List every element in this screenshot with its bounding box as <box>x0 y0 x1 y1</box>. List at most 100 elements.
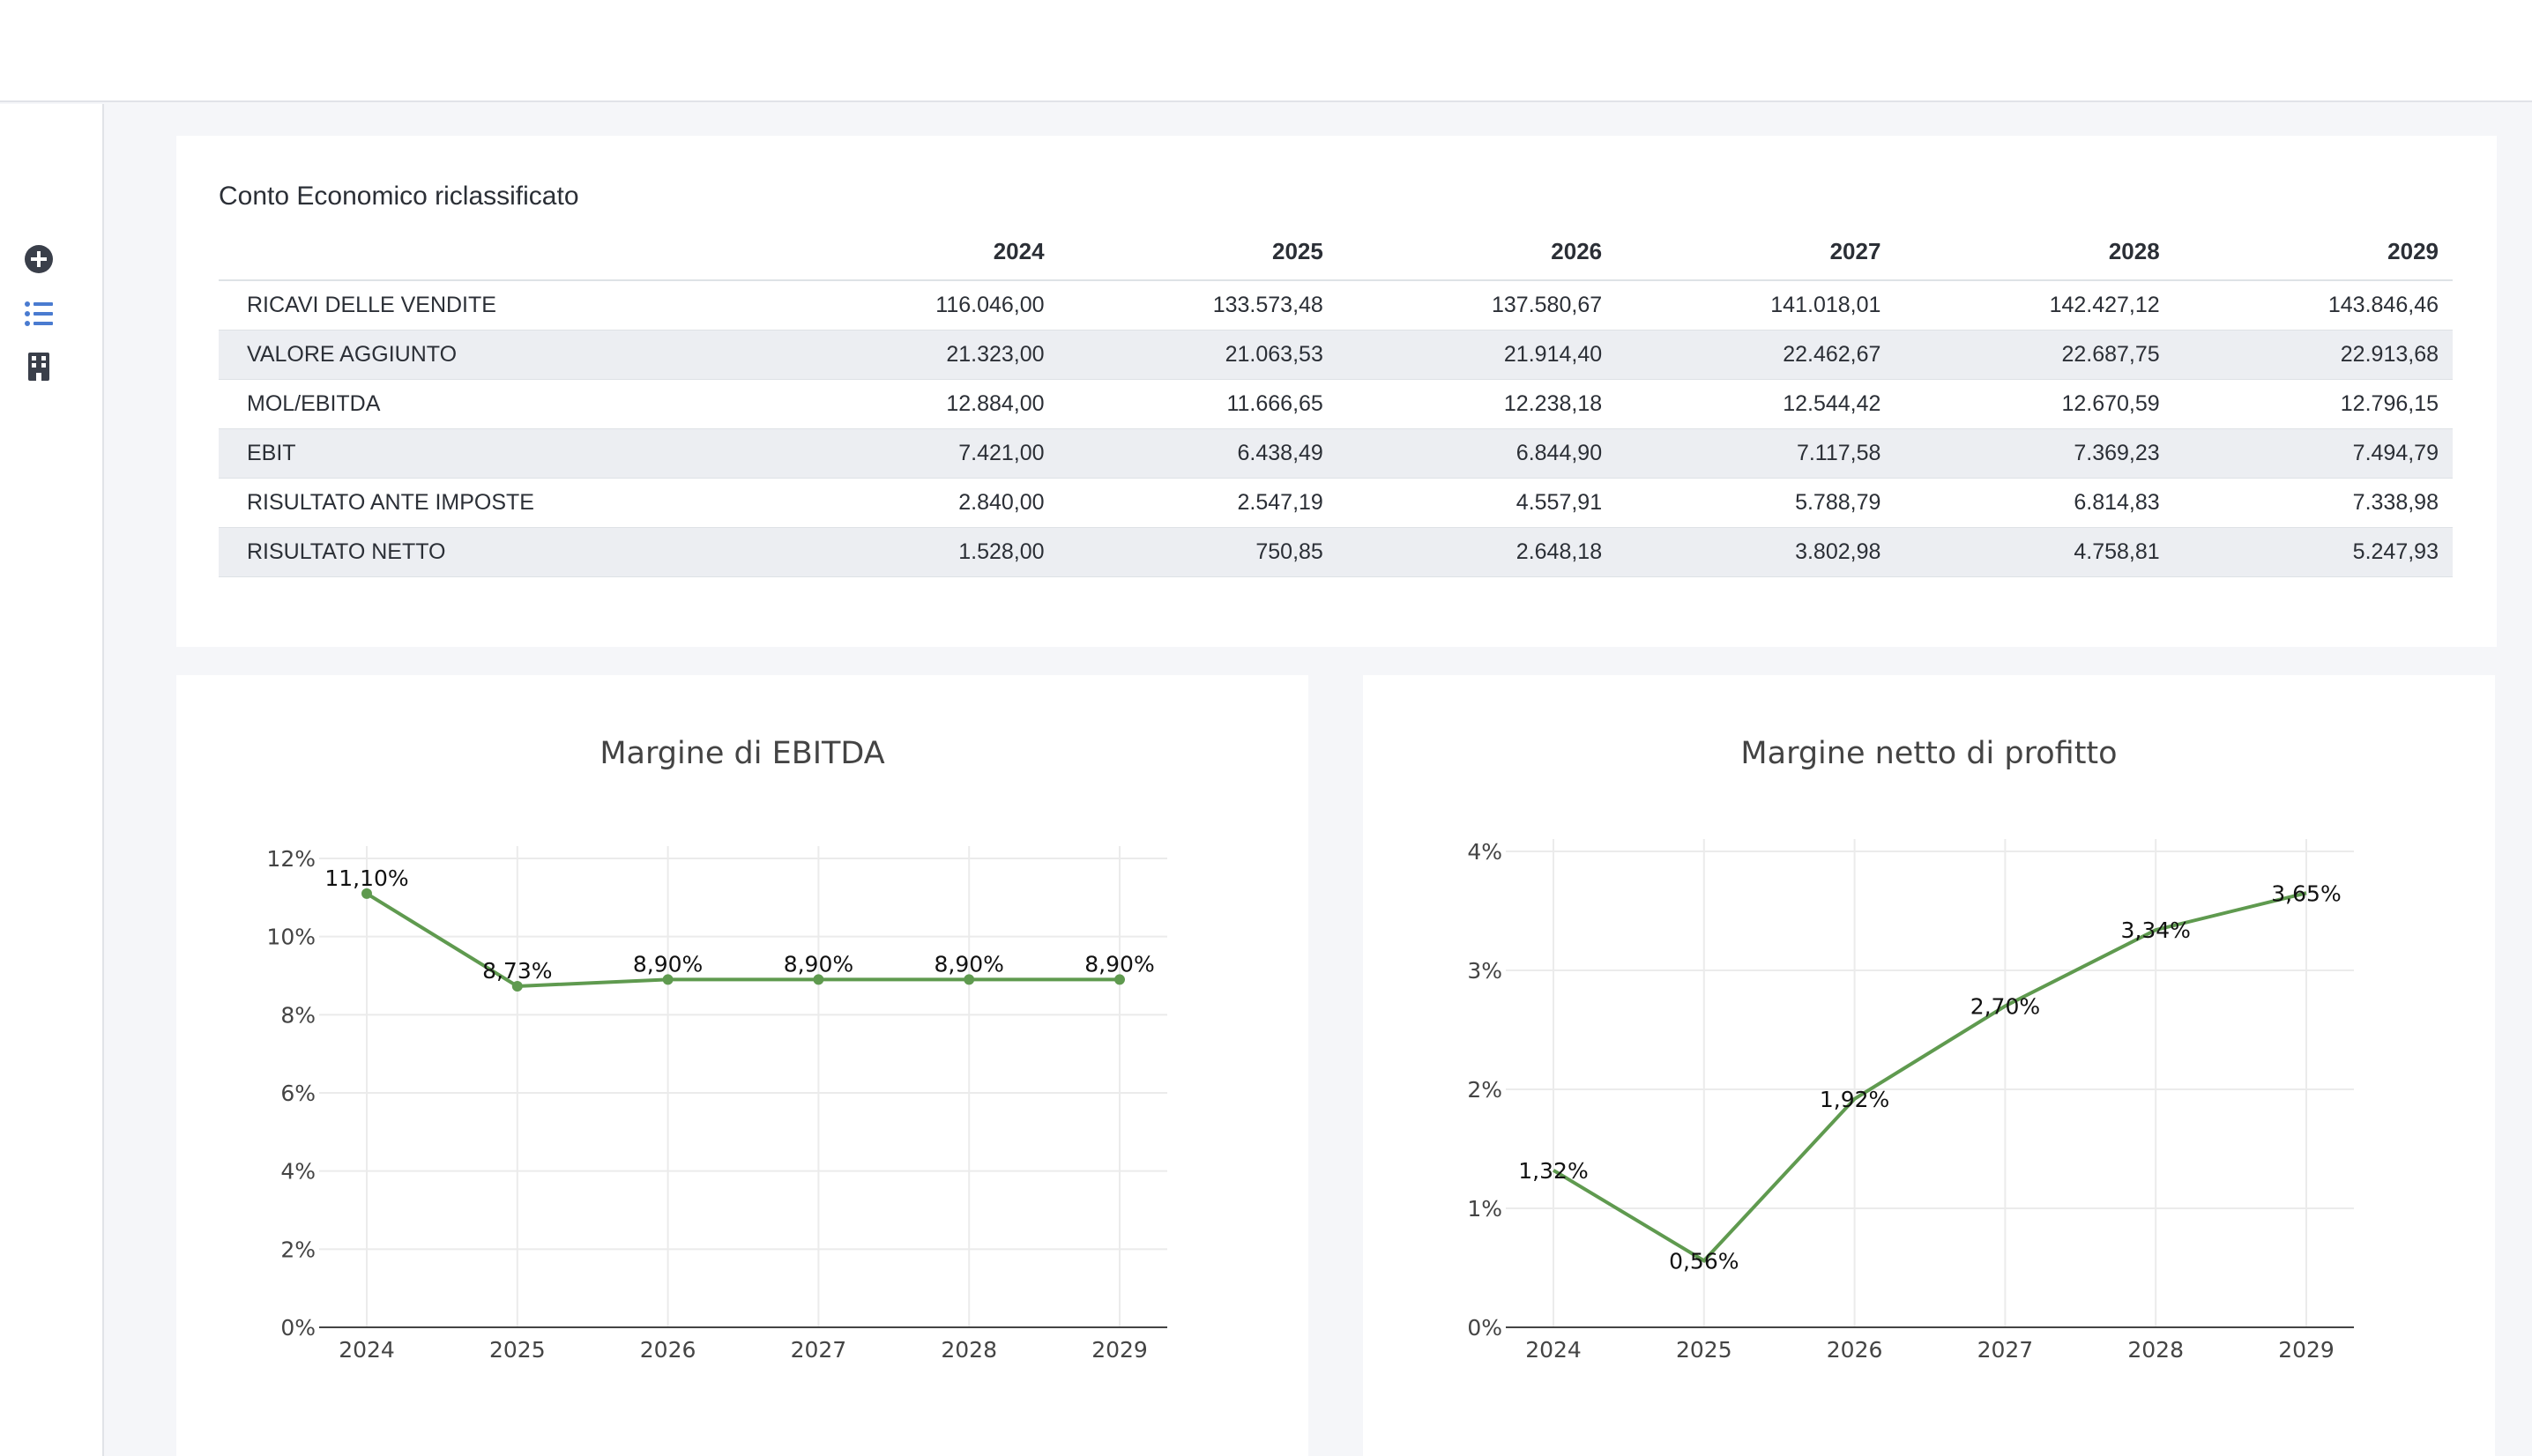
table-cell: 5.247,93 <box>2173 527 2453 577</box>
table-header-year: 2028 <box>1895 224 2174 281</box>
x-tick-label: 2026 <box>640 1337 696 1363</box>
data-label: 11,10% <box>324 865 408 891</box>
table-cell: 21.063,53 <box>1058 330 1337 380</box>
plus-circle-icon[interactable] <box>23 243 55 275</box>
x-tick-label: 2027 <box>791 1337 847 1363</box>
table-header-row: 2024 2025 2026 2027 2028 2029 <box>219 224 2453 281</box>
table-cell: 22.913,68 <box>2173 330 2453 380</box>
y-tick-label: 3% <box>1467 958 1502 984</box>
series-line <box>365 892 1120 988</box>
table-cell: 2.840,00 <box>783 478 1059 528</box>
y-tick-label: 0% <box>280 1315 316 1341</box>
building-icon[interactable] <box>23 351 55 383</box>
table-header-label <box>219 224 783 281</box>
table-cell: 6.438,49 <box>1058 428 1337 479</box>
data-label: 8,90% <box>633 951 703 977</box>
table-cell: 22.687,75 <box>1895 330 2174 380</box>
table-cell: 22.462,67 <box>1616 330 1895 380</box>
y-tick-label: 10% <box>266 925 316 950</box>
table-cell: 11.666,65 <box>1058 379 1337 429</box>
x-tick-label: 2028 <box>941 1337 997 1363</box>
table-cell: 7.117,58 <box>1616 428 1895 479</box>
data-point <box>813 974 824 985</box>
table-cell: 21.323,00 <box>783 330 1059 380</box>
income-statement-card: Conto Economico riclassificato 2024 2025… <box>176 136 2497 647</box>
data-point <box>1114 974 1125 985</box>
row-label: EBIT <box>219 428 783 479</box>
data-point <box>662 974 674 985</box>
x-tick-label: 2025 <box>1676 1337 1732 1363</box>
data-label: 1,92% <box>1820 1087 1889 1112</box>
data-point <box>964 974 975 985</box>
table-cell: 750,85 <box>1058 527 1337 577</box>
table-cell: 12.670,59 <box>1895 379 2174 429</box>
series-line <box>1552 891 2307 1263</box>
table-header-year: 2026 <box>1337 224 1617 281</box>
data-label: 8,90% <box>784 951 853 977</box>
table-cell: 2.547,19 <box>1058 478 1337 528</box>
row-label: RISULTATO ANTE IMPOSTE <box>219 478 783 528</box>
top-bar <box>0 0 2532 102</box>
table-cell: 12.884,00 <box>783 379 1059 429</box>
list-icon[interactable] <box>23 298 55 330</box>
table-cell: 21.914,40 <box>1337 330 1617 380</box>
table-header-year: 2029 <box>2173 224 2453 281</box>
y-tick-label: 6% <box>280 1081 316 1106</box>
income-statement-title: Conto Economico riclassificato <box>219 182 579 211</box>
data-label: 3,34% <box>2120 917 2190 943</box>
x-tick-label: 2025 <box>489 1337 546 1363</box>
table-cell: 142.427,12 <box>1895 280 2174 331</box>
table-cell: 6.814,83 <box>1895 478 2174 528</box>
table-row: VALORE AGGIUNTO 21.323,00 21.063,53 21.9… <box>219 330 2453 380</box>
row-label: MOL/EBITDA <box>219 379 783 429</box>
y-tick-label: 4% <box>280 1159 316 1185</box>
table-row: RISULTATO NETTO 1.528,00 750,85 2.648,18… <box>219 527 2453 577</box>
data-label: 2,70% <box>1970 994 2040 1020</box>
data-label: 1,32% <box>1518 1158 1588 1184</box>
table-cell: 116.046,00 <box>783 280 1059 331</box>
table-cell: 1.528,00 <box>783 527 1059 577</box>
table-cell: 12.796,15 <box>2173 379 2453 429</box>
table-header-year: 2027 <box>1616 224 1895 281</box>
table-row: MOL/EBITDA 12.884,00 11.666,65 12.238,18… <box>219 379 2453 429</box>
x-tick-label: 2026 <box>1827 1337 1883 1363</box>
y-tick-label: 0% <box>1467 1315 1502 1341</box>
y-tick-label: 2% <box>1467 1077 1502 1103</box>
table-row: RICAVI DELLE VENDITE 116.046,00 133.573,… <box>219 280 2453 331</box>
data-label: 8,73% <box>482 958 552 984</box>
y-tick-label: 12% <box>266 846 316 872</box>
x-tick-label: 2029 <box>2278 1337 2335 1363</box>
chart-title: Margine netto di profitto <box>1740 736 2117 771</box>
net-margin-chart: Margine netto di profitto 0% 1% 2% 3% 4% 2024 2… <box>1467 736 2354 1363</box>
table-row: EBIT 7.421,00 6.438,49 6.844,90 7.117,58… <box>219 428 2453 479</box>
sidebar <box>0 104 104 1456</box>
x-tick-label: 2027 <box>1977 1337 2034 1363</box>
table-row: RISULTATO ANTE IMPOSTE 2.840,00 2.547,19… <box>219 478 2453 528</box>
y-tick-label: 1% <box>1467 1196 1502 1222</box>
data-point <box>361 888 372 899</box>
x-tick-label: 2024 <box>1525 1337 1582 1363</box>
ebitda-margin-chart-card: Margine di EBITDA 0% 2% 4% 6% 8% 10% 12% 2024 202… <box>176 675 1308 1456</box>
table-cell: 133.573,48 <box>1058 280 1337 331</box>
table-cell: 141.018,01 <box>1616 280 1895 331</box>
table-cell: 137.580,67 <box>1337 280 1617 331</box>
x-tick-label: 2024 <box>339 1337 395 1363</box>
table-cell: 6.844,90 <box>1337 428 1617 479</box>
table-header-year: 2025 <box>1058 224 1337 281</box>
row-label: VALORE AGGIUNTO <box>219 330 783 380</box>
table-cell: 7.338,98 <box>2173 478 2453 528</box>
row-label: RISULTATO NETTO <box>219 527 783 577</box>
table-header-year: 2024 <box>783 224 1059 281</box>
table-cell: 7.369,23 <box>1895 428 2174 479</box>
y-tick-label: 4% <box>1467 839 1502 865</box>
table-cell: 12.544,42 <box>1616 379 1895 429</box>
table-cell: 2.648,18 <box>1337 527 1617 577</box>
x-tick-label: 2028 <box>2127 1337 2184 1363</box>
data-label: 3,65% <box>2271 880 2341 906</box>
data-label: 8,90% <box>934 951 1003 977</box>
ebitda-margin-chart: Margine di EBITDA 0% 2% 4% 6% 8% 10% 12% 2024 202… <box>266 736 1167 1363</box>
table-cell: 7.494,79 <box>2173 428 2453 479</box>
table-cell: 5.788,79 <box>1616 478 1895 528</box>
table-cell: 12.238,18 <box>1337 379 1617 429</box>
income-statement-table: 2024 2025 2026 2027 2028 2029 RICAVI DEL… <box>219 224 2453 577</box>
